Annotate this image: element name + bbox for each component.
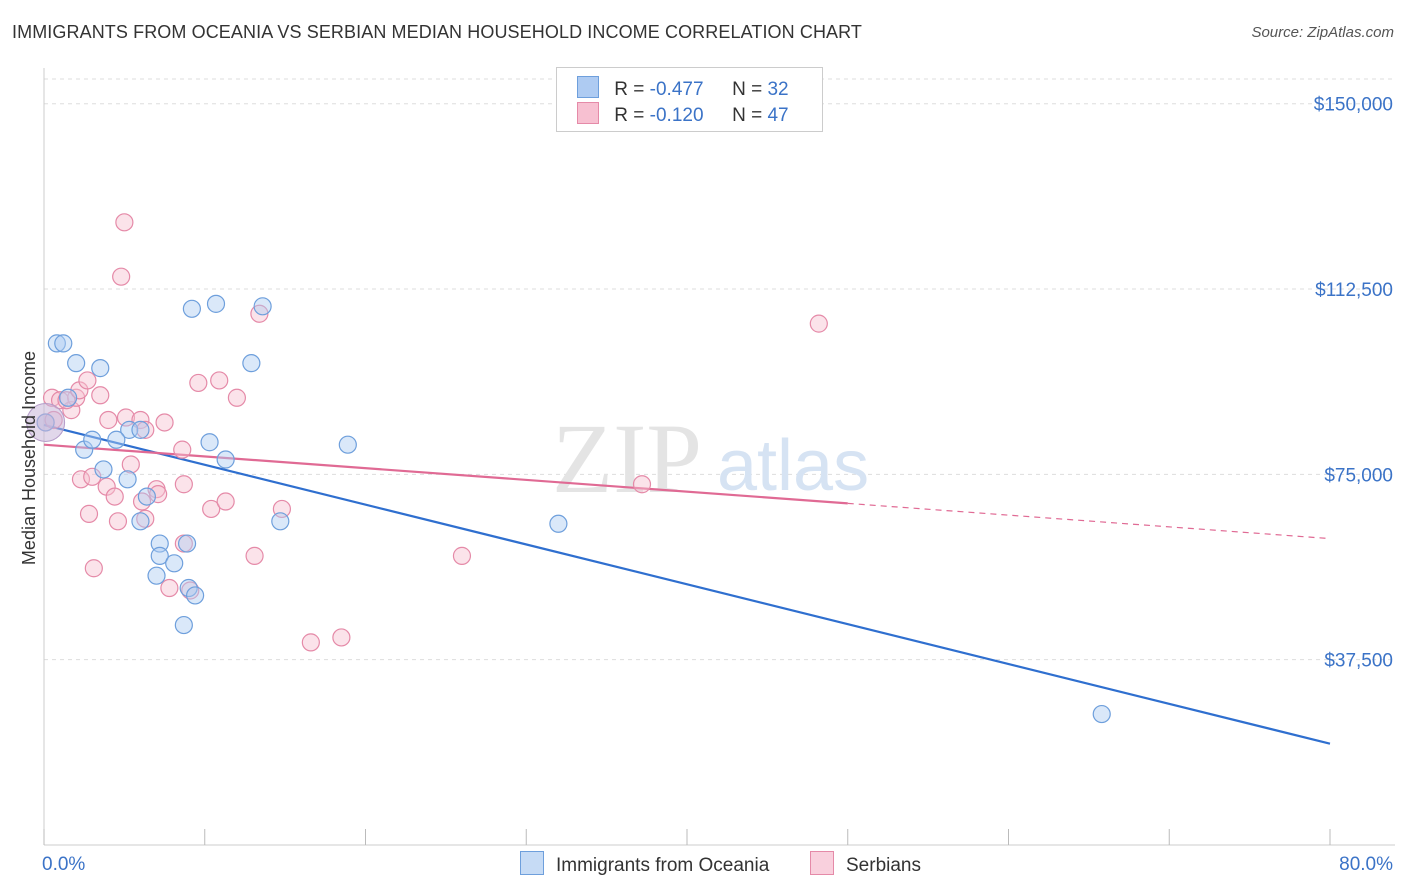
point-oceania [177,534,197,553]
point-serbians [91,386,110,405]
legend-row-serbians: R = -0.120 N = 47 [577,102,789,128]
watermark-zip: ZIP [552,403,702,514]
point-serbians [173,440,192,459]
bottom-legend-serbians: Serbians [810,851,921,877]
y-tick-label: $37,500 [1324,651,1393,672]
legend-swatch-oceania [577,76,599,98]
y-tick-label: $75,000 [1324,465,1393,486]
point-oceania [271,512,290,531]
chart-title: IMMIGRANTS FROM OCEANIA VS SERBIAN MEDIA… [12,22,863,42]
point-serbians [79,504,99,523]
y-tick-label: $112,500 [1315,280,1393,301]
point-serbians [160,578,179,598]
watermark-atlas: atlas [717,426,869,506]
bottom-legend-label-serbians: Serbians [846,855,921,876]
point-serbians [71,470,91,489]
trend-layer [43,423,1331,745]
bottom-legend-swatch-serbians [810,851,834,875]
x-tick-label: 80.0% [1339,854,1393,875]
point-serbians [149,485,168,504]
watermark: ZIP atlas [552,403,869,514]
trend-line-serbians-extension [847,502,1331,540]
point-oceania [253,297,272,316]
point-serbians [202,499,221,519]
point-oceania [549,514,568,533]
point-serbians [78,371,97,390]
point-oceania [174,615,193,635]
y-tick-label: $150,000 [1314,95,1393,116]
point-serbians [216,492,235,511]
point-oceania [47,334,66,353]
points-layer [26,213,1111,724]
x-tick-label: 0.0% [42,854,85,875]
trend-line-serbians [43,443,848,505]
point-serbians [210,371,229,390]
point-serbians [83,467,102,486]
point-oceania [182,299,201,318]
point-oceania [179,578,198,598]
point-oceania [107,430,126,449]
trend-line-oceania [43,423,1331,745]
point-serbians [105,487,124,506]
legend-n-value: 47 [767,105,789,126]
point-serbians [174,475,193,494]
point-oceania [150,534,169,553]
point-oceania [206,294,226,313]
legend-r-label: R = [614,79,650,100]
point-oceania [242,354,261,373]
axis-layer: $37,500 $75,000 $112,500 $150,000 0.0% 80.0% [42,68,1395,875]
point-oceania [54,334,73,353]
point-serbians [136,509,155,528]
legend-r-value: -0.120 [649,105,704,126]
point-oceania [338,435,357,454]
point-oceania [137,487,156,506]
point-serbians [301,633,320,652]
point-oceania [67,354,86,373]
legend-row-oceania: R = -0.477 N = 32 [577,76,789,102]
point-serbians [108,512,128,531]
point-oceania [1092,704,1111,724]
point-oceania [91,359,110,378]
chart-source: Source: ZipAtlas.com [1251,24,1394,41]
legend-r-value: -0.477 [649,79,704,100]
legend-n-label: N = [732,79,768,100]
point-serbians [136,420,155,439]
bottom-legend-swatch-oceania [520,851,544,875]
point-oceania [200,433,219,452]
legend-swatch-serbians [577,102,599,124]
point-oceania [131,420,150,439]
point-oceania [150,546,169,565]
point-serbians [99,410,118,430]
point-serbians [115,213,134,232]
point-serbians [155,413,174,432]
point-serbians [189,373,208,393]
legend-n-value: 32 [767,79,789,100]
point-oceania [147,566,166,585]
point-serbians [227,388,246,407]
point-serbians [84,559,103,578]
point-oceania [131,512,150,531]
legend-n-label: N = [732,105,768,126]
point-oceania [165,554,184,573]
point-oceania [83,430,102,449]
point-serbians [332,628,351,647]
point-serbians [809,314,828,333]
point-serbians [632,475,652,494]
point-serbians [121,455,140,474]
point-oceania [186,586,205,605]
point-oceania [94,460,113,479]
point-cluster-large [26,402,66,442]
bottom-legend-oceania: Immigrants from Oceania [520,851,769,877]
point-oceania [216,450,235,469]
y-axis-label: Median Household Income [19,351,39,565]
point-serbians [245,546,264,565]
point-oceania [59,388,78,407]
correlation-legend: R = -0.477 N = 32 R = -0.120 N = 47 [556,67,823,132]
legend-r-label: R = [614,105,650,126]
bottom-legend-label-oceania: Immigrants from Oceania [556,855,770,876]
point-serbians [112,267,131,286]
point-oceania [118,470,137,489]
point-serbians [452,546,472,565]
